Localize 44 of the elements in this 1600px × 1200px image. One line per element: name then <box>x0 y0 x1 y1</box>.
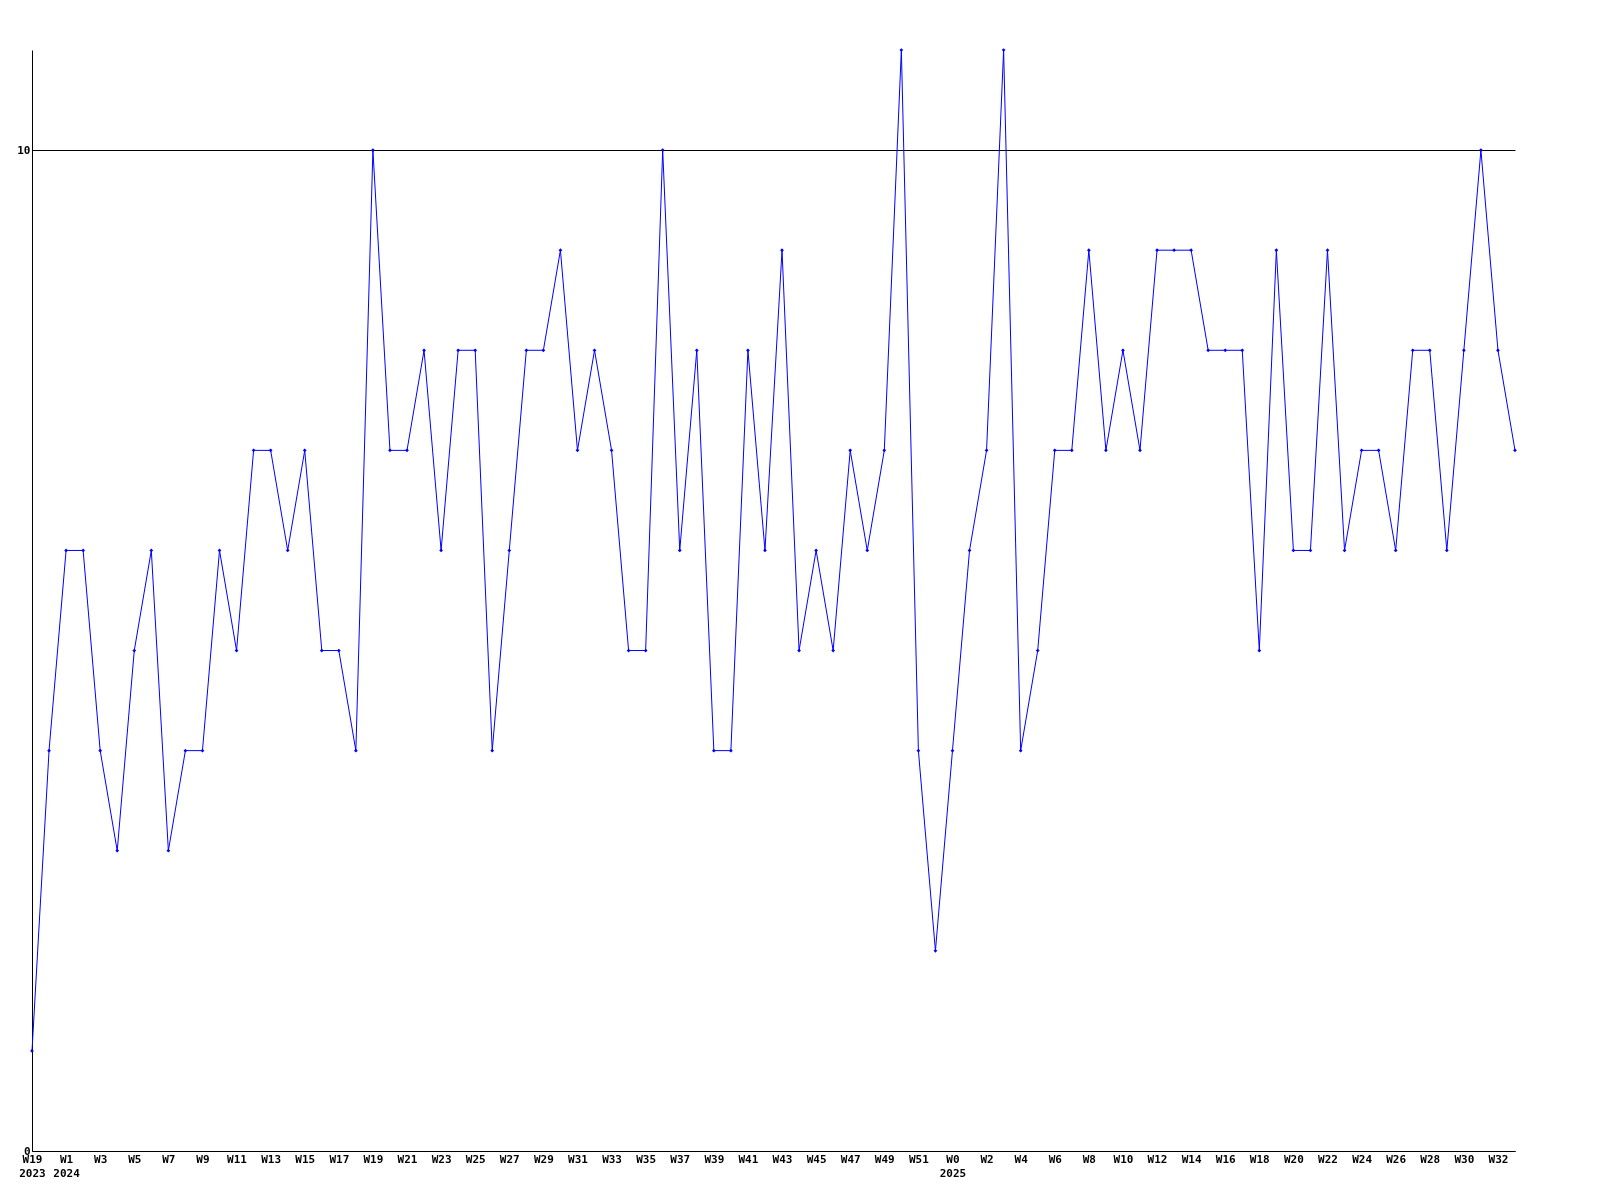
y-tick-label: 10 <box>17 143 31 157</box>
x-tick-label: W39 <box>704 1152 725 1166</box>
x-tick-label: W43 <box>772 1152 793 1166</box>
x-tick-label: W30 <box>1454 1152 1475 1166</box>
x-tick-label: W51 <box>908 1152 930 1166</box>
x-tick-label: W29 <box>533 1152 554 1166</box>
x-tick-label: W17 <box>329 1152 350 1166</box>
x-tick-label: W41 <box>738 1152 759 1166</box>
x-tick-label: W15 <box>295 1152 316 1166</box>
x-tick-label: W6 <box>1048 1152 1063 1166</box>
x-tick-label: W21 <box>397 1152 418 1166</box>
x-tick-label: W32 <box>1488 1152 1509 1166</box>
x-tick-label: W28 <box>1420 1152 1441 1166</box>
x-tick-label: W37 <box>670 1152 691 1166</box>
x-tick-label: W49 <box>874 1152 895 1166</box>
x-tick-label: W47 <box>840 1152 861 1166</box>
x-tick-label: W10 <box>1113 1152 1134 1166</box>
x-tick-label: W25 <box>465 1152 486 1166</box>
x-tick-label: W4 <box>1014 1152 1029 1166</box>
x-tick-label: W3 <box>94 1152 108 1166</box>
x-tick-label: W27 <box>499 1152 520 1166</box>
x-tick-label: W35 <box>636 1152 657 1166</box>
x-tick-label: W33 <box>602 1152 622 1166</box>
x-tick-label: W23 <box>431 1152 452 1166</box>
x-tick-label: W13 <box>261 1152 282 1166</box>
x-tick-label: W12 <box>1147 1152 1168 1166</box>
x-tick-label: W18 <box>1249 1152 1270 1166</box>
x-tick-label: W26 <box>1386 1152 1407 1166</box>
x-tick-label: W14 <box>1181 1152 1202 1166</box>
x-tick-label: W2 <box>980 1152 994 1166</box>
x-tick-label: W8 <box>1082 1152 1096 1166</box>
x-tick-label: W20 <box>1283 1152 1304 1166</box>
x-tick-label: W9 <box>196 1152 210 1166</box>
x-tick-label: W45 <box>806 1152 827 1166</box>
x-tick-label: W1 2024 <box>53 1152 81 1180</box>
x-tick-label: W31 <box>568 1152 589 1166</box>
x-tick-label: W24 <box>1352 1152 1373 1166</box>
x-tick-label: W22 <box>1318 1152 1338 1166</box>
x-tick-label: W19 <box>363 1152 384 1166</box>
x-tick-label: W0 2025 <box>939 1152 967 1180</box>
x-tick-label: W7 <box>162 1152 176 1166</box>
x-tick-label: W16 <box>1215 1152 1237 1166</box>
x-tick-label: W11 <box>227 1152 248 1166</box>
x-tick-label: W5 <box>128 1152 142 1166</box>
